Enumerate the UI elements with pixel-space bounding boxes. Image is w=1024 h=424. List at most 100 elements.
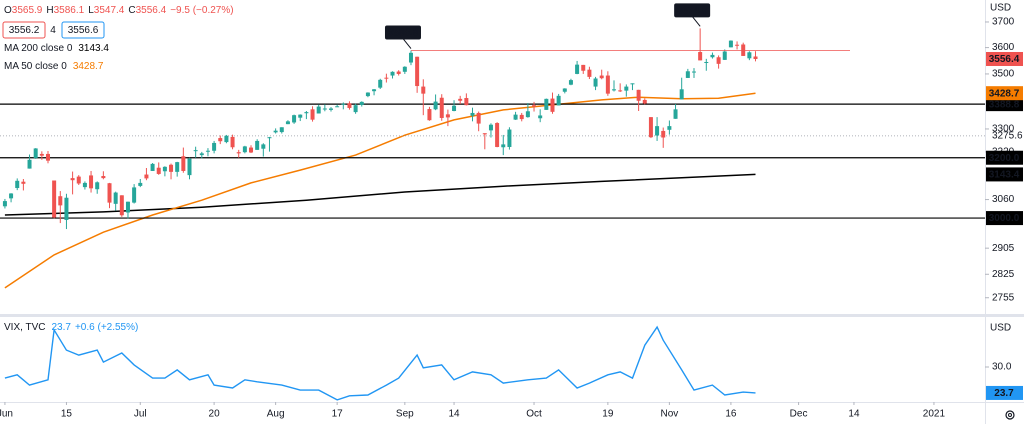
candle-body (187, 158, 192, 176)
candle-body (33, 148, 38, 159)
candle-body (138, 182, 143, 186)
candle-body (593, 78, 598, 87)
candle-body (82, 182, 87, 188)
candle-body (698, 52, 703, 61)
candle-body (267, 137, 272, 139)
candle-body (525, 111, 530, 118)
candle-body (101, 176, 106, 179)
gear-center (1008, 413, 1012, 417)
ohlc-key: O (4, 5, 12, 16)
x-tick-label: 14 (448, 409, 460, 420)
candle-body (433, 101, 438, 110)
candle-body (642, 99, 647, 104)
candle-body (544, 98, 549, 110)
candle-body (9, 193, 14, 199)
candle-body (501, 144, 506, 148)
candle-body (532, 105, 537, 107)
candle-body (58, 196, 63, 206)
ohlc-key: C (128, 5, 135, 16)
y-tick-label: 2755 (992, 292, 1015, 303)
bid-price: 3556.2 (9, 25, 40, 36)
ask-box (61, 21, 105, 39)
candle-body (685, 71, 690, 78)
vix-name: VIX, TVC (4, 322, 46, 333)
candle-body (347, 103, 352, 108)
candle-body (341, 103, 346, 105)
candle-body (335, 106, 340, 108)
price-tag (986, 211, 1023, 226)
candle-body (691, 71, 696, 73)
candle-body (458, 98, 463, 101)
candle-body (21, 181, 26, 184)
candle-body (70, 178, 75, 181)
candle-body (144, 174, 149, 179)
settings-icon[interactable] (1005, 410, 1015, 420)
price-tag (986, 167, 1023, 182)
y-tick-label: 3500 (992, 69, 1015, 80)
candle-body (107, 183, 112, 203)
vix-legend: VIX, TVC 23.7 +0.6 (+2.55%) (4, 322, 138, 333)
x-tick-label: 15 (61, 409, 73, 420)
candle-body (747, 52, 752, 59)
callout-pointer (402, 38, 412, 49)
vix-line (4, 325, 756, 401)
ma-name: MA 50 close 0 (4, 61, 67, 72)
candle-body (132, 187, 137, 203)
price-tag (986, 385, 1023, 400)
callout-box (674, 3, 711, 18)
vix-value: 23.7 (52, 322, 72, 333)
spread: 4 (50, 25, 56, 36)
candle-body (655, 126, 660, 136)
price-tag (986, 97, 1023, 112)
candle-body (575, 64, 580, 74)
candle-body (95, 182, 100, 190)
candle-body (618, 90, 623, 92)
candle-body (612, 89, 617, 91)
ohlc-key: L (88, 5, 94, 16)
ohlc-key: H (46, 5, 53, 16)
candle-body (212, 142, 217, 151)
y-tick-label: 3060 (992, 194, 1015, 205)
x-tick-label: 16 (725, 409, 737, 420)
y-tick-label: 3300 (992, 124, 1015, 135)
candle-body (538, 115, 543, 119)
candle-body (636, 89, 641, 101)
candle-body (52, 180, 57, 218)
candle-body (199, 153, 204, 156)
candle-body (495, 123, 500, 147)
candle-body (113, 192, 118, 204)
candle-body (402, 66, 407, 72)
bid-box (2, 21, 46, 39)
candle-body (175, 162, 180, 172)
candle-body (513, 114, 518, 120)
price-tag-label: 3200.0 (989, 153, 1020, 164)
candle-body (581, 64, 586, 71)
ma-legend: MA 200 close 0 3143.4 (4, 43, 109, 54)
price-tag (986, 86, 1023, 101)
candle-body (205, 150, 210, 152)
candle-body (716, 57, 721, 64)
candle-body (119, 195, 124, 216)
price-tag-label: 3556.4 (989, 54, 1020, 65)
y-tick-label: 2825 (992, 269, 1015, 280)
candle-body (242, 146, 247, 153)
candle-body (279, 127, 284, 133)
x-tick-label: Aug (267, 409, 285, 420)
candle-body (39, 153, 44, 156)
candle-body (285, 121, 290, 125)
moving-average-line (4, 173, 756, 216)
candle-body (27, 159, 32, 169)
candle-body (452, 105, 457, 111)
vix-change: +0.6 (+2.55%) (75, 322, 138, 333)
price-tag-label: 3388.8 (989, 99, 1020, 110)
candle-body (236, 152, 241, 154)
candle-body (224, 135, 229, 143)
x-tick-label: 17 (332, 409, 344, 420)
candle-body (624, 86, 629, 91)
candle-body (218, 138, 223, 142)
candle-body (359, 101, 364, 105)
level-label: 3275.6 (992, 131, 1023, 142)
candle-body (193, 150, 198, 152)
candle-body (408, 52, 413, 63)
